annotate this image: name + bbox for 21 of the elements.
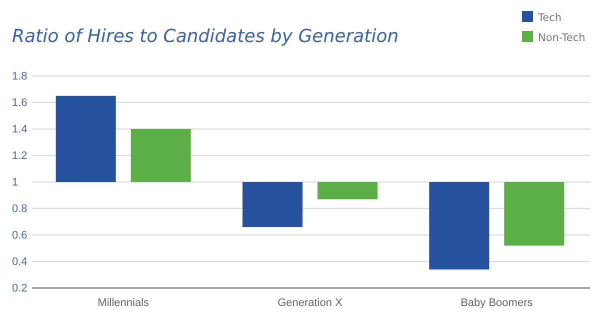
chart-title: Ratio of Hires to Candidates by Generation: [12, 26, 399, 47]
y-tick-label: 0.2: [12, 282, 28, 295]
y-tick-label: 0.4: [12, 256, 28, 268]
y-tick-label: 1.2: [12, 150, 28, 162]
x-tick-label: Millennials: [98, 296, 150, 309]
bar: [318, 182, 378, 200]
legend-label: Non-Tech: [538, 32, 586, 44]
y-tick-label: 0.6: [12, 230, 28, 242]
bar: [242, 182, 302, 228]
x-tick-label: Baby Boomers: [460, 296, 534, 309]
y-tick-label: 1.4: [12, 124, 28, 136]
y-tick-label: 1: [12, 176, 18, 189]
bar: [130, 129, 191, 182]
bar: [429, 182, 490, 270]
legend-label: Tech: [537, 12, 562, 24]
y-tick-label: 0.8: [12, 203, 28, 216]
x-tick-label: Generation X: [278, 296, 344, 309]
y-tick-label: 1.6: [12, 97, 28, 110]
bar: [504, 182, 564, 246]
y-tick-label: 1.8: [12, 70, 28, 83]
bar: [56, 96, 116, 182]
